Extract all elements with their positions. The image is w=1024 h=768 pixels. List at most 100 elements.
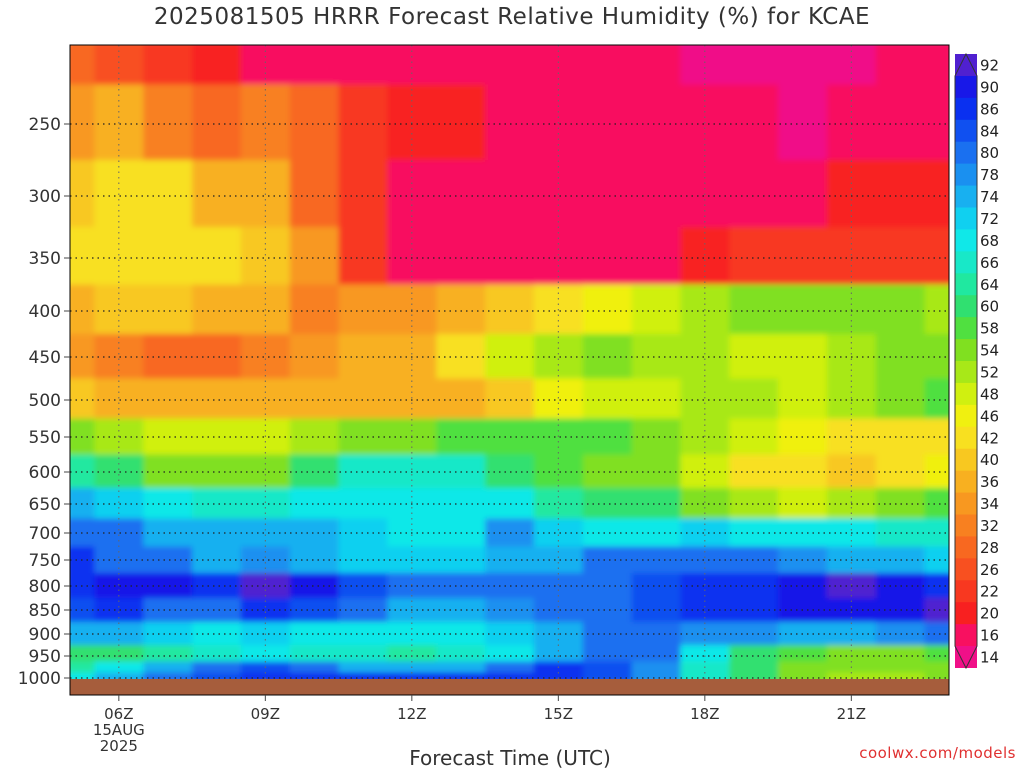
heatmap-cell — [192, 488, 242, 520]
heatmap-cell — [70, 84, 95, 161]
heatmap-cell — [289, 45, 340, 86]
heatmap-cell — [143, 598, 193, 623]
heatmap-cell — [338, 45, 388, 86]
colorbar-label: 60 — [980, 298, 999, 316]
heatmap-cell — [192, 378, 242, 420]
pressure-tick-label: 300 — [29, 187, 61, 207]
time-tick-label: 2025 — [100, 737, 138, 755]
heatmap-cell — [143, 454, 193, 489]
heatmap-cell — [338, 645, 388, 663]
heatmap-cell — [729, 546, 779, 574]
time-tick-label: 21Z — [837, 705, 866, 723]
pressure-tick-label: 250 — [29, 115, 61, 135]
heatmap-cell — [631, 378, 681, 420]
heatmap-cell — [533, 672, 584, 679]
heatmap-cell — [143, 418, 193, 456]
heatmap-cell — [924, 84, 949, 161]
colorbar-label: 84 — [980, 122, 999, 140]
heatmap-cell — [143, 334, 193, 380]
heatmap-cell — [729, 454, 779, 489]
heatmap-cell — [680, 546, 730, 574]
pressure-tick-label: 850 — [29, 601, 61, 621]
heatmap-cell — [240, 645, 291, 663]
heatmap-cell — [289, 598, 340, 623]
heatmap-cell — [729, 622, 779, 646]
heatmap-cell — [680, 645, 730, 663]
heatmap-cell — [436, 227, 486, 286]
heatmap-cell — [70, 284, 95, 335]
heatmap-cell — [338, 418, 388, 456]
colorbar-label: 16 — [980, 627, 999, 645]
heatmap-cell — [387, 378, 437, 420]
heatmap-cell — [338, 661, 388, 674]
heatmap-cell — [192, 334, 242, 380]
pressure-tick-label: 900 — [29, 625, 61, 645]
colorbar-label: 48 — [980, 385, 999, 403]
time-tick-label: 15Z — [544, 705, 573, 723]
heatmap-cell — [533, 546, 584, 574]
heatmap-cell — [485, 488, 535, 520]
heatmap-cell — [485, 546, 535, 574]
heatmap-cell — [582, 488, 633, 520]
ground-band — [70, 679, 949, 695]
heatmap-cell — [485, 334, 535, 380]
heatmap-cell — [582, 622, 633, 646]
heatmap-cell — [729, 645, 779, 663]
pressure-tick-label: 600 — [29, 463, 61, 483]
heatmap-cell — [289, 661, 340, 674]
heatmap-cell — [533, 454, 584, 489]
heatmap-cell — [485, 672, 535, 679]
heatmap-cell — [240, 227, 291, 286]
colorbar-swatch — [955, 624, 977, 647]
colorbar-swatch — [955, 339, 977, 362]
colorbar-swatch — [955, 163, 977, 187]
heatmap-cell — [875, 160, 926, 228]
heatmap-cell — [729, 378, 779, 420]
heatmap-cell — [778, 661, 828, 674]
heatmap-cell — [289, 488, 340, 520]
heatmap-cell — [875, 672, 926, 679]
heatmap-cell — [875, 284, 926, 335]
heatmap-cell — [485, 418, 535, 456]
colorbar-label: 54 — [980, 342, 999, 360]
heatmap-cell — [485, 518, 535, 548]
heatmap-cell — [680, 518, 730, 548]
heatmap-cell — [436, 45, 486, 86]
time-tick-label: 15AUG — [93, 721, 145, 739]
heatmap-cell — [924, 227, 949, 286]
heatmap-cell — [875, 84, 926, 161]
heatmap-cell — [631, 45, 681, 86]
time-tick-label: 18Z — [690, 705, 719, 723]
colorbar-label: 68 — [980, 232, 999, 250]
heatmap-cell — [436, 378, 486, 420]
colorbar-swatch — [955, 273, 977, 296]
heatmap-cell — [582, 45, 633, 86]
heatmap-cell — [192, 661, 242, 674]
heatmap-cell — [778, 227, 828, 286]
heatmap-cell — [875, 661, 926, 674]
heatmap-cell — [729, 334, 779, 380]
pressure-tick-label: 800 — [29, 577, 61, 597]
heatmap-cell — [387, 672, 437, 679]
heatmap-cell — [240, 518, 291, 548]
colorbar-label: 40 — [980, 451, 999, 469]
heatmap-cell — [485, 454, 535, 489]
heatmap-cell — [94, 672, 144, 679]
rh-heatmap — [70, 45, 949, 679]
heatmap-cell — [192, 518, 242, 548]
heatmap-cell — [582, 84, 633, 161]
colorbar-swatch — [955, 448, 977, 472]
colorbar-label: 58 — [980, 320, 999, 338]
heatmap-cell — [631, 573, 681, 599]
heatmap-cell — [289, 622, 340, 646]
heatmap-cell — [436, 284, 486, 335]
heatmap-cell — [338, 598, 388, 623]
colorbar-label: 66 — [980, 254, 999, 272]
heatmap-cell — [192, 672, 242, 679]
heatmap-cell — [631, 227, 681, 286]
heatmap-cell — [778, 672, 828, 679]
colorbar-label: 32 — [980, 517, 999, 535]
heatmap-cell — [387, 645, 437, 663]
heatmap-cell — [338, 378, 388, 420]
